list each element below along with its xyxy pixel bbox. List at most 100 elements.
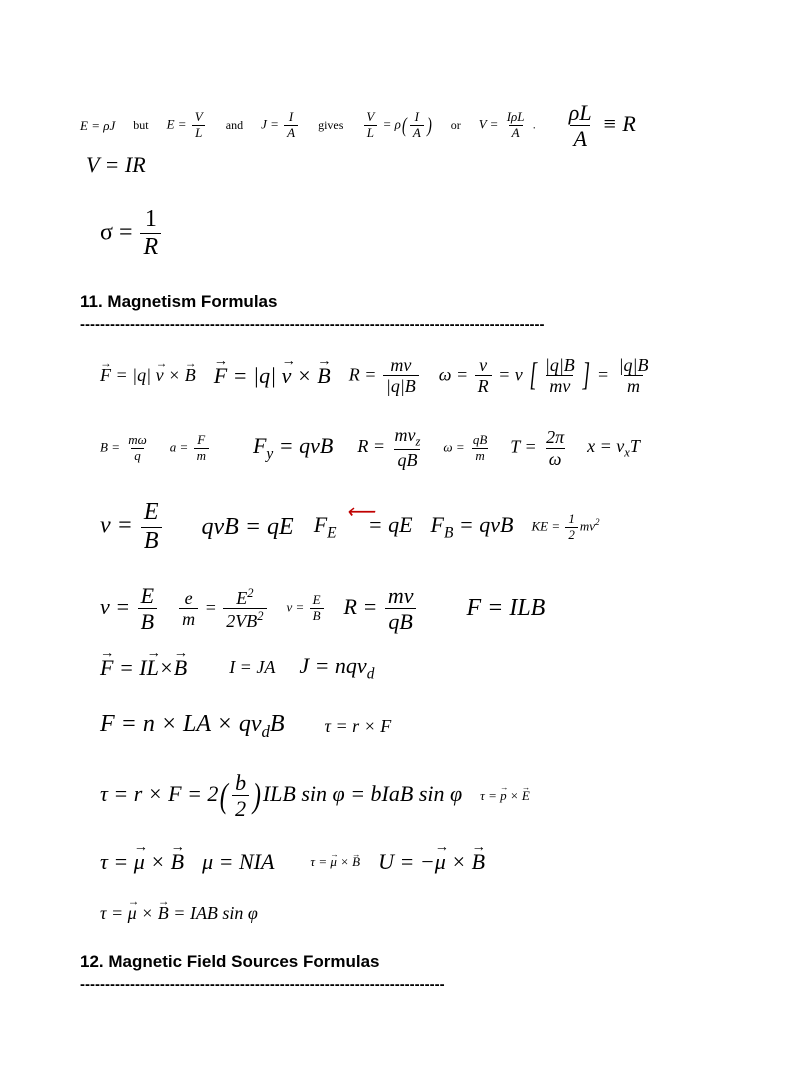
formula-E-VL: E = VL: [167, 110, 208, 141]
formula-v-EB-3: v = EB: [287, 593, 326, 624]
formula-omega: ω = vR = v [|q|Bmv] = |q|Bm: [439, 355, 654, 397]
text: ω =: [439, 364, 468, 384]
formula-em-E2-2VB2: em = E22VB2: [177, 586, 268, 632]
formula-J-IA: J = IA: [261, 110, 300, 141]
num: |q|B: [616, 355, 652, 376]
den: A: [284, 125, 298, 141]
text: v =: [100, 513, 133, 539]
den: m: [179, 608, 198, 630]
section-11-dashes: ----------------------------------------…: [80, 316, 711, 333]
mag-row-9: τ = μ × B = IAB sin φ: [80, 903, 711, 924]
formula-B-mwq: B = mωq: [100, 433, 152, 464]
text: R =: [344, 594, 378, 619]
den: A: [570, 125, 589, 151]
num: I: [412, 110, 422, 125]
text: E =: [167, 117, 187, 132]
mag-row-3: v = EB qvB = qE FE ⟵= qE FB = qvB KE = 1…: [80, 499, 711, 555]
den: L: [192, 125, 205, 141]
mag-row-1: F = |q| v × B F = |q| v × B R = mv|q|B ω…: [80, 355, 711, 397]
text: = v: [498, 364, 523, 384]
num: E2: [233, 586, 256, 609]
formula-sigma: σ = 1R: [100, 206, 163, 262]
red-arrow-mark: ⟵: [346, 501, 372, 523]
num: mv: [385, 583, 417, 608]
formula-rhoLA-R: ρLA ≡ R: [564, 100, 636, 152]
section-12-dashes: ----------------------------------------…: [80, 976, 711, 993]
den: ω: [546, 448, 565, 470]
formula-F-qvB-1: F = |q| v × B: [100, 365, 196, 386]
text: R =: [357, 436, 385, 456]
formula-R-mv-qB-2: R = mvqB: [344, 583, 419, 635]
formula-I-JA: I = JA: [229, 657, 275, 678]
text: v =: [100, 594, 130, 619]
formula-x-vxT: x = vxT: [587, 436, 640, 461]
formula-T-2pi-omega: T = 2πω: [510, 427, 569, 469]
num: mω: [125, 433, 150, 448]
formula-omega-qBm: ω = qBm: [443, 433, 492, 464]
num: 1: [565, 512, 578, 527]
formula-tau-IAB: τ = μ × B = IAB sin φ: [100, 903, 258, 924]
text: B =: [100, 439, 120, 454]
formula-R-mvqB: R = mv|q|B: [349, 355, 421, 397]
text: τ = r × F = 2: [100, 781, 218, 806]
formula-a-Fm: a = Fm: [170, 433, 211, 464]
formula-tau-muB-1: τ = μ × B: [100, 849, 184, 875]
formula-F-ILxB: F = IL×B: [100, 655, 187, 681]
mag-row-7: τ = r × F = 2(b2)ILB sin φ = bIaB sin φ …: [80, 770, 711, 822]
num: E: [141, 499, 162, 527]
formula-E-rhoJ: E = ρJ: [80, 118, 115, 134]
section-12-heading: 12. Magnetic Field Sources Formulas: [80, 952, 711, 972]
den: |q|B: [383, 375, 419, 397]
den: m: [472, 448, 487, 464]
top-derivation-row: E = ρJ but E = VL and J = IA gives VL = …: [80, 100, 711, 178]
den: 2: [565, 527, 578, 543]
formula-FE-qE: FE ⟵= qE: [314, 512, 413, 542]
num: 1: [142, 206, 160, 234]
formula-VL-rhoIA: VL = ρ(IA): [361, 110, 432, 141]
den: R: [140, 233, 161, 262]
num: IρL: [504, 110, 528, 125]
text: v =: [287, 600, 305, 615]
sigma-row: σ = 1R: [80, 206, 711, 262]
page: E = ρJ but E = VL and J = IA gives VL = …: [0, 0, 791, 1075]
num: V: [192, 110, 206, 125]
num: 2π: [543, 427, 567, 448]
num: E: [310, 593, 324, 608]
mag-row-8: τ = μ × B μ = NIA τ = μ × B U = −μ × B: [80, 849, 711, 875]
den: q: [131, 448, 144, 464]
num: mvz: [391, 425, 423, 449]
formula-KE: KE = 12mv2: [531, 512, 599, 543]
formula-F-qvB-2: F = |q| v × B: [214, 363, 331, 389]
formula-F-ILB: F = ILB: [466, 595, 545, 622]
formula-J-nqvd: J = nqvd: [299, 653, 374, 683]
text: σ =: [100, 219, 132, 245]
num: v: [476, 355, 490, 376]
formula-U-muB: U = −μ × B: [378, 849, 485, 875]
text: ILB sin φ = bIaB sin φ: [263, 781, 462, 806]
text: KE =: [531, 518, 560, 533]
num: E: [138, 583, 157, 608]
text: ω =: [443, 439, 464, 454]
num: ρL: [566, 100, 595, 125]
formula-tau-full: τ = r × F = 2(b2)ILB sin φ = bIaB sin φ: [100, 770, 462, 822]
mag-row-6: F = n × LA × qvdB τ = r × F: [80, 711, 711, 742]
num: qB: [470, 433, 490, 448]
den: B: [310, 608, 324, 624]
mag-row-5: F = IL×B I = JA J = nqvd: [80, 653, 711, 683]
formula-tau-pE: τ = p × E: [480, 788, 530, 804]
num: V: [363, 110, 377, 125]
den: A: [410, 125, 424, 141]
den: m: [624, 375, 643, 397]
text: J =: [261, 117, 279, 132]
dot: .: [533, 118, 536, 132]
text: a =: [170, 439, 189, 454]
num: |q|B: [542, 355, 578, 376]
text: V =: [479, 117, 499, 132]
formula-tau-rF-small: τ = r × F: [325, 716, 392, 737]
formula-qvB-qE: qvB = qE: [202, 514, 294, 541]
den: A: [509, 125, 523, 141]
text: = ρ: [383, 117, 401, 132]
text: T =: [510, 436, 536, 456]
formula-tau-muB-2: τ = μ × B: [310, 854, 360, 870]
formula-V-IrhoLA: V = IρLA .: [479, 110, 536, 141]
